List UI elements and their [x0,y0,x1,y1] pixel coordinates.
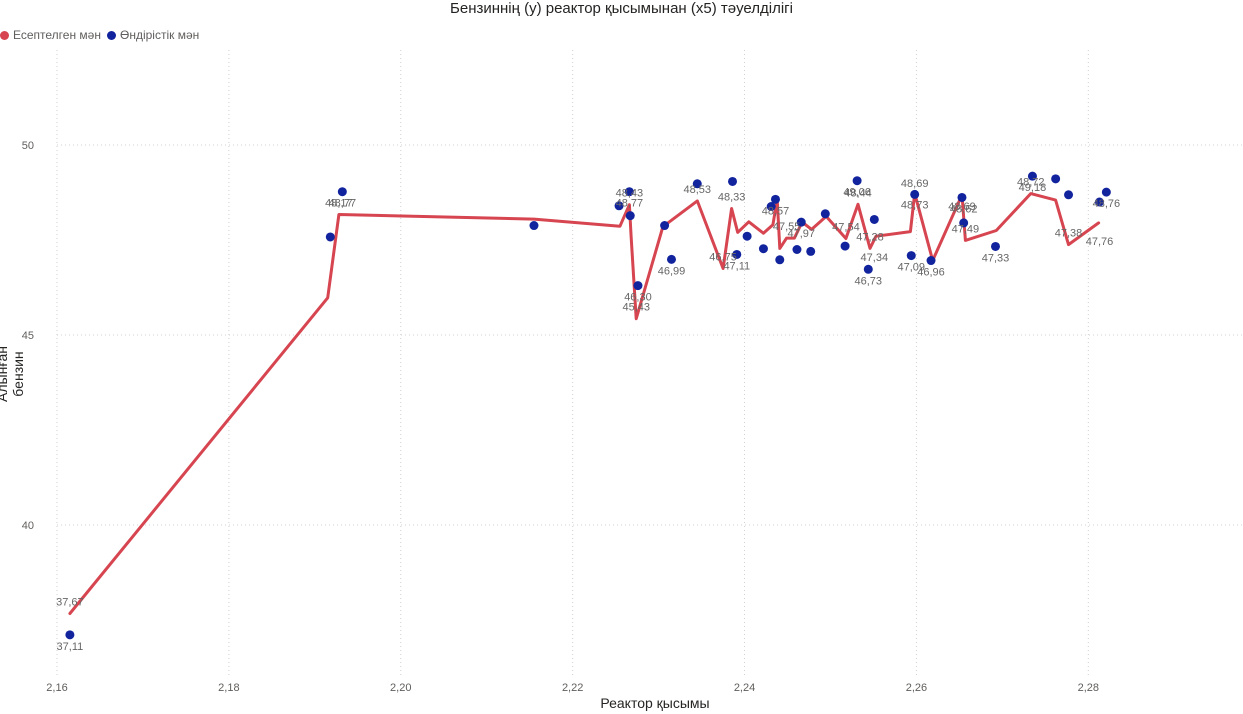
production-series-point [775,255,785,265]
production-series-point [869,214,879,224]
production-series-point [910,189,920,199]
production-data-label: 47,33 [982,252,1010,264]
production-series-point [796,217,806,227]
y-tick-label: 40 [22,520,34,532]
legend-item-calculated[interactable]: Есептелген мән [0,28,101,42]
legend-item-production[interactable]: Өндірістік мән [106,28,200,42]
legend-marker-calculated [0,30,9,40]
calculated-data-label: 47,49 [952,223,980,235]
calculated-data-label: 48,69 [901,178,929,190]
production-series-point [957,192,967,202]
production-series-point [770,194,780,204]
x-tick-label: 2,24 [734,682,755,694]
production-series-point [742,231,752,241]
calculated-data-label: 48,17 [325,198,353,210]
production-data-label: 46,96 [917,267,945,279]
calculated-data-label: 48,53 [684,184,712,196]
production-series-point [990,241,1000,251]
y-tick-label: 45 [22,330,34,342]
production-series-point [906,251,916,261]
production-data-label: 48,62 [950,203,978,215]
legend-label-calculated: Есептелген мән [13,28,101,42]
production-series-point [65,630,75,640]
production-series-point [728,176,738,186]
production-series-point [1064,190,1074,200]
calculated-data-label: 48,44 [844,187,872,199]
calculated-data-label: 45,43 [622,302,650,314]
production-data-label: 47,34 [861,252,889,264]
production-series-point [1027,171,1037,181]
production-series-point [529,221,539,231]
production-data-label: 47,76 [1086,236,1114,248]
production-series-point [840,241,850,251]
production-data-label: 46,30 [624,292,652,304]
calculated-data-label: 47,38 [1055,228,1083,240]
y-tick-label: 50 [22,140,34,152]
calculated-data-label: 47,54 [832,221,860,233]
production-data-label: 37,11 [57,641,84,653]
calculated-data-label: 47,55 [773,221,801,233]
legend-marker-production [106,30,116,40]
production-series-point [926,256,936,266]
x-tick-label: 2,20 [390,682,411,694]
calculated-data-label: 48,72 [1017,177,1045,189]
production-data-label: 48,69 [948,201,976,213]
production-data-label: 47,09 [897,262,925,274]
production-series-point [732,249,742,259]
production-data-label: 49,06 [843,187,871,199]
production-series-point [614,201,624,211]
x-tick-label: 2,28 [1078,682,1099,694]
calculated-data-label: 48,43 [616,188,644,200]
production-series-point [625,211,635,221]
production-data-label: 48,77 [616,198,644,210]
production-series-point [792,245,802,254]
production-data-label: 48,77 [329,198,357,210]
calculated-data-label: 46,75 [709,252,737,264]
production-series-point [325,232,335,242]
production-series-point [1094,197,1104,207]
x-axis-title: Реактор қысымы [600,695,710,711]
legend-label-production: Өндірістік мән [119,28,200,42]
production-series-point [959,218,969,228]
production-series-point [633,281,643,291]
production-series-point [820,209,830,219]
calculated-data-label: 47,28 [856,231,884,243]
calculated-data-label: 37,67 [56,597,84,609]
production-data-label: 48,57 [762,205,790,217]
legend: Есептелген мән Өндірістік мән [0,28,205,42]
production-series-point [806,246,816,256]
production-series-point [624,187,634,197]
production-data-label: 48,76 [1093,198,1121,210]
production-series-point [766,202,776,212]
chart-title: Бензиннің (y) реактор қысымынан (x5) тәу… [450,0,793,17]
x-tick-label: 2,16 [46,682,67,694]
production-data-label: 48,73 [901,199,929,211]
x-tick-label: 2,26 [906,682,927,694]
calculated-data-label: 48,33 [718,191,746,203]
production-data-label: 47,11 [723,260,750,272]
production-series-point [1101,187,1111,197]
production-series-point [1051,174,1061,184]
production-data-label: 49,18 [1019,182,1047,194]
x-tick-label: 2,22 [562,682,583,694]
production-data-label: 46,99 [658,265,686,277]
production-series-point [692,179,702,189]
production-data-label: 47,97 [787,228,815,240]
calculated-series-line [68,191,1101,615]
x-tick-label: 2,18 [218,682,239,694]
production-series-point [863,264,873,274]
production-series-point [758,244,768,254]
production-series-point [666,254,676,264]
production-series-point [852,176,862,186]
production-series-point [660,221,670,231]
production-series-point [337,187,347,197]
production-data-label: 46,73 [855,275,883,287]
